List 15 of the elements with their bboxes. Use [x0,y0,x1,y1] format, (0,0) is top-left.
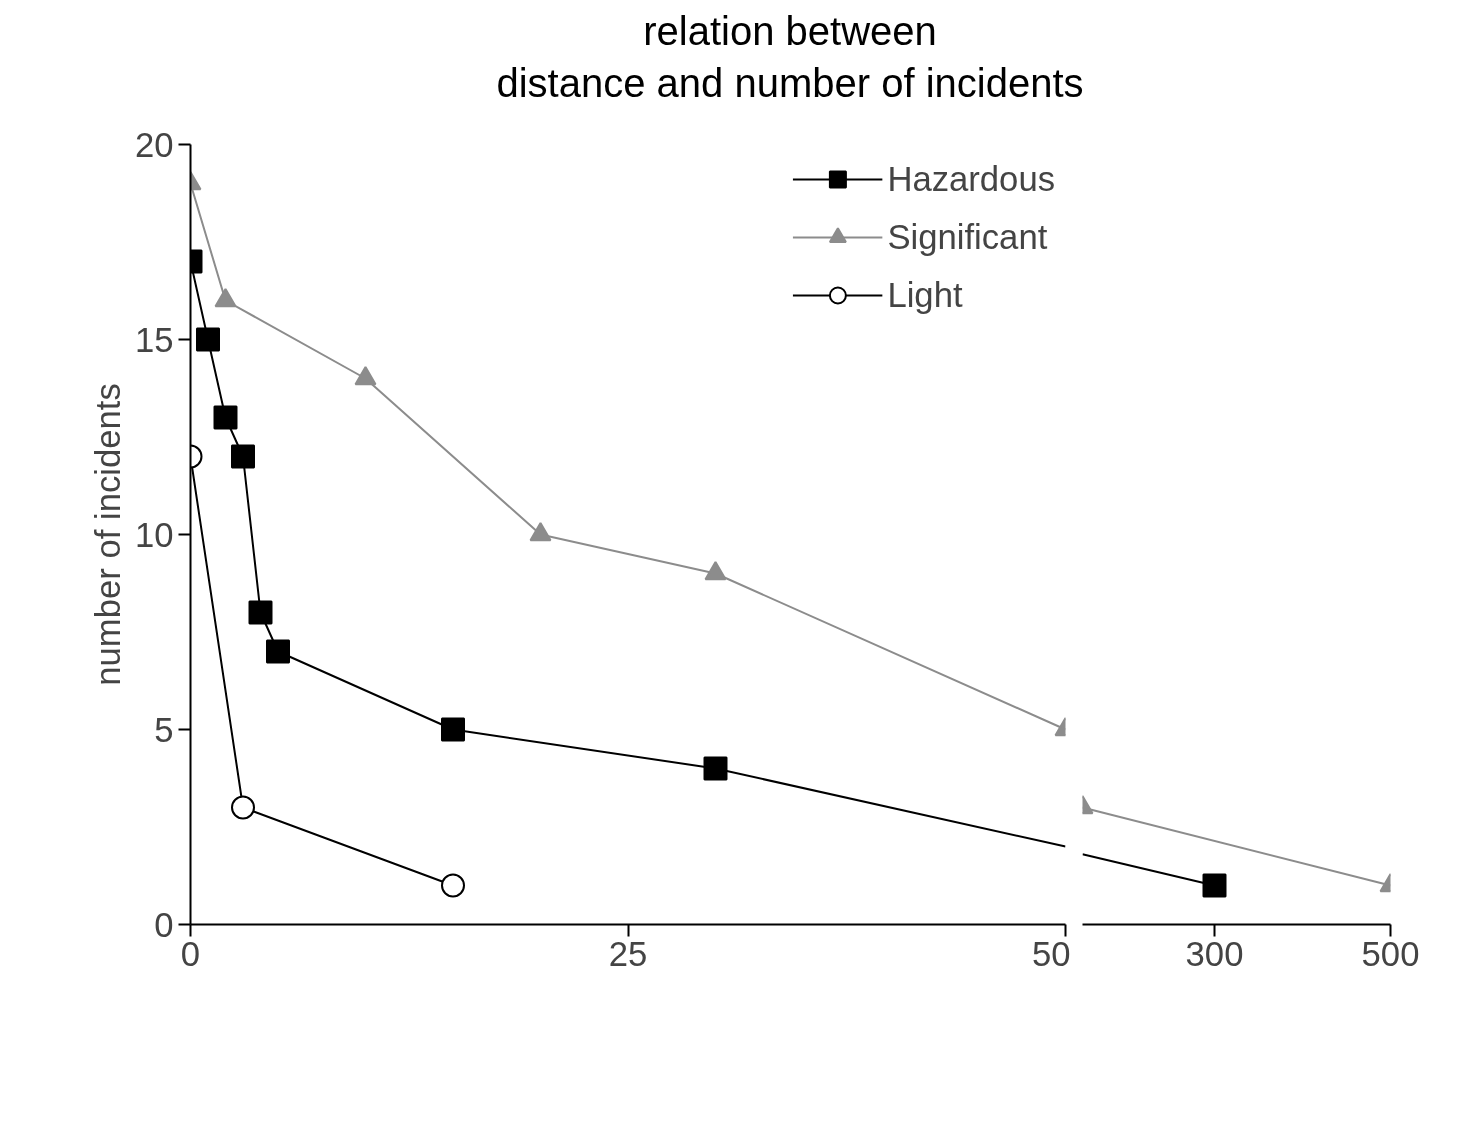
chart-title: relation between distance and number of incidents [496,8,1084,107]
legend-label: Significant [887,216,1048,258]
x-tick-label: 25 [608,934,648,973]
y-tick-label: 15 [134,320,174,359]
y-tick-label: 10 [134,515,174,554]
y-tick-label: 20 [134,125,174,164]
y-axis-title: number of incidents [88,383,127,686]
x-tick-label: 0 [180,934,201,973]
legend-label: Light [887,274,963,316]
x-tick-label: 500 [1361,934,1420,973]
y-tick-label: 0 [154,905,174,944]
legend-label: Hazardous [887,158,1055,200]
y-tick-label: 5 [154,710,174,749]
x-tick-label: 50 [1031,934,1071,973]
x-tick-label: 300 [1185,934,1244,973]
